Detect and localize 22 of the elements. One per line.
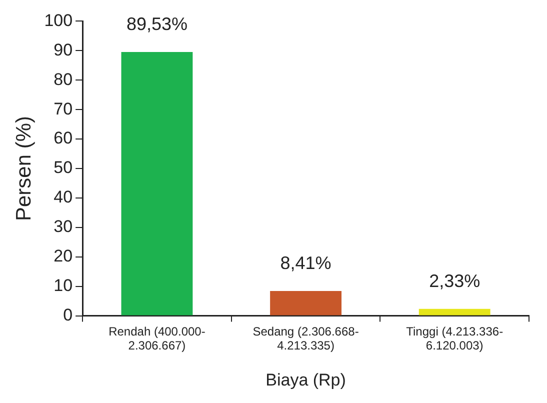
x-tick-label: Sedang (2.306.668-4.213.335) (252, 324, 359, 353)
data-label: 2,33% (429, 270, 480, 291)
data-label: 8,41% (280, 252, 332, 273)
x-tick-label: Rendah (400.000-2.306.667) (108, 324, 206, 353)
y-tick-label: 40 (54, 188, 73, 207)
x-axis-title: Biaya (Rp) (266, 370, 346, 390)
data-label: 89,53% (126, 14, 188, 34)
bar (418, 308, 490, 316)
y-tick-label: 0 (63, 305, 73, 324)
y-tick-label: 90 (54, 40, 73, 60)
y-tick-label: 30 (54, 217, 73, 236)
y-tick-label: 100 (44, 10, 73, 30)
y-tick-label: 10 (54, 276, 73, 296)
y-tick-label: 70 (54, 99, 73, 118)
y-tick-label: 50 (54, 158, 73, 178)
bar (270, 291, 342, 316)
y-tick-label: 60 (54, 128, 73, 148)
bar (121, 52, 193, 316)
y-axis-title: Persen (%) (12, 116, 36, 222)
y-tick-label: 80 (54, 70, 73, 89)
y-tick-label: 20 (54, 246, 73, 266)
x-tick-label: Tinggi (4.213.336-6.120.003) (406, 324, 504, 353)
